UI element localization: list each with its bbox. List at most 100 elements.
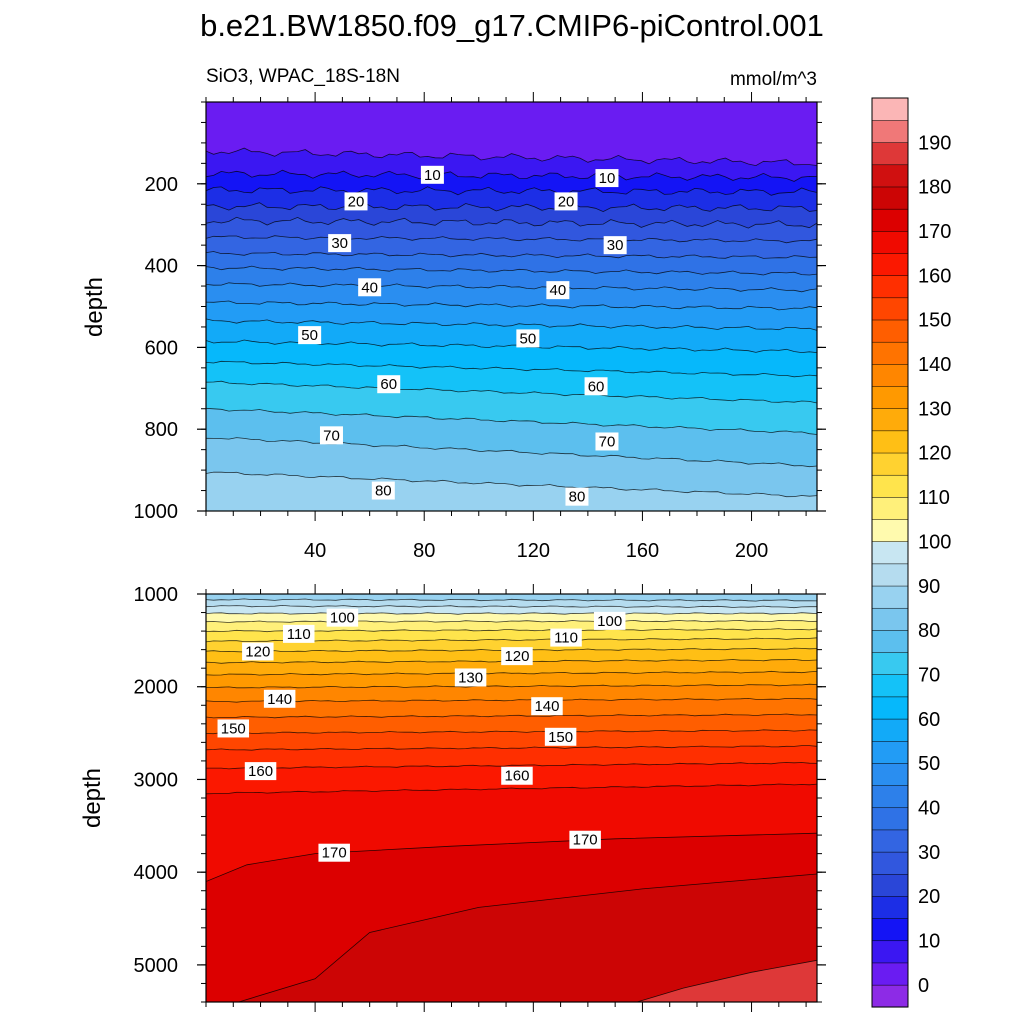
contour-line — [206, 360, 817, 378]
contour-label: 140 — [263, 689, 296, 708]
colorbar-frame — [871, 97, 909, 1008]
contour-label-text: 100 — [330, 610, 355, 627]
contour-label: 10 — [595, 169, 619, 188]
colorbar-tick-label: 120 — [918, 443, 951, 465]
contour-line — [206, 318, 817, 331]
colorbar-tick-label: 170 — [918, 221, 951, 243]
colorbar-swatch — [871, 297, 909, 321]
x-tick-label: 120 — [517, 540, 550, 562]
y-tick-label: 3000 — [134, 769, 179, 791]
colorbar: 0 10 20 30 40 50 60 70 80 90 100 110 120 130 140 150 160… — [871, 97, 951, 1008]
contour-label-text: 140 — [267, 691, 292, 708]
colorbar-tick-label: 60 — [918, 709, 940, 731]
contour-label-text: 30 — [607, 237, 624, 254]
colorbar-swatch — [871, 962, 909, 986]
contour-line — [206, 713, 817, 719]
colorbar-swatch — [871, 385, 909, 409]
contour-line — [206, 251, 817, 259]
contour-label: 50 — [298, 326, 322, 345]
upper-y-axis-label: depth — [81, 277, 108, 337]
contour-line — [206, 202, 817, 213]
y-tick-label: 1000 — [134, 584, 179, 606]
upper-contour-labels: 10 10 20 20 30 30 40 40 50 50 60 60 70 70 80 80 — [298, 165, 627, 506]
contour-label: 100 — [593, 611, 626, 630]
contour-label: 20 — [554, 192, 578, 211]
contour-line — [206, 832, 817, 882]
colorbar-tick-label: 190 — [918, 132, 951, 154]
colorbar-swatch — [871, 940, 909, 964]
contour-label-text: 110 — [287, 626, 311, 643]
upper-axes: 200 400 600 800 1000 40 80 120 160 200 — [134, 92, 826, 562]
x-tick-label: 40 — [304, 540, 326, 562]
contour-label-text: 140 — [534, 698, 559, 715]
upper-panel: 10 10 20 20 30 30 40 40 50 50 60 60 70 70 80 80 200 400 6… — [81, 92, 826, 562]
contour-label: 40 — [358, 278, 382, 297]
colorbar-swatch — [871, 563, 909, 587]
y-tick-label: 5000 — [134, 955, 179, 977]
colorbar-swatch — [871, 629, 909, 653]
colorbar-swatch — [871, 142, 909, 166]
colorbar-tick-label: 80 — [918, 620, 940, 642]
contour-line — [206, 762, 817, 770]
contour-label: 100 — [326, 608, 359, 627]
y-tick-label: 1000 — [134, 501, 179, 523]
contour-label: 30 — [603, 236, 627, 255]
contour-line — [206, 729, 817, 735]
colorbar-swatch — [871, 119, 909, 143]
colorbar-swatch — [871, 585, 909, 609]
colorbar-swatch — [871, 452, 909, 476]
contour-line — [206, 604, 817, 609]
contour-line — [206, 697, 817, 703]
contour-line — [206, 670, 817, 676]
colorbar-swatch — [871, 740, 909, 764]
colorbar-swatch — [871, 652, 909, 675]
x-tick-label: 160 — [626, 540, 659, 562]
colorbar-swatch — [871, 496, 909, 520]
colorbar-swatch — [871, 607, 909, 631]
contour-label-text: 110 — [554, 630, 578, 647]
contour-label: 160 — [244, 762, 277, 781]
contour-label: 60 — [377, 375, 401, 394]
colorbar-tick-label: 70 — [918, 664, 940, 686]
colorbar-tick-label: 140 — [918, 354, 951, 376]
colorbar-swatch — [871, 164, 909, 188]
contour-label: 20 — [344, 192, 368, 211]
contour-label: 160 — [501, 766, 533, 785]
contour-label: 10 — [420, 165, 444, 184]
contour-label: 120 — [242, 642, 274, 661]
colorbar-swatch — [871, 851, 909, 875]
colorbar-swatch — [871, 430, 909, 454]
contour-label: 80 — [565, 487, 589, 506]
contour-line — [206, 619, 817, 623]
colorbar-tick-label: 160 — [918, 265, 951, 287]
lower-contour-fills — [206, 594, 817, 1002]
contour-label-text: 30 — [331, 235, 348, 252]
contour-label: 150 — [544, 727, 577, 746]
y-tick-label: 200 — [145, 174, 178, 196]
contour-label: 50 — [516, 329, 540, 348]
colorbar-swatch — [871, 341, 909, 365]
lower-y-axis-label: depth — [79, 768, 106, 828]
colorbar-tick-label: 40 — [918, 797, 940, 819]
colorbar-swatch — [871, 408, 909, 432]
contour-line — [206, 380, 817, 404]
contour-label-text: 130 — [458, 669, 483, 686]
colorbar-tick-label: 30 — [918, 842, 940, 864]
colorbar-tick-label: 50 — [918, 753, 940, 775]
contour-label-text: 70 — [323, 427, 340, 444]
colorbar-swatch — [871, 984, 909, 1008]
colorbar-swatch — [871, 186, 909, 210]
colorbar-tick-label: 110 — [918, 487, 950, 509]
contour-label-text: 170 — [322, 845, 347, 862]
contour-label: 140 — [531, 697, 563, 716]
upper-contour-lines — [206, 147, 817, 498]
colorbar-swatch — [871, 918, 909, 942]
contour-label-text: 160 — [248, 763, 273, 780]
contour-line — [206, 683, 817, 689]
colorbar-swatch — [871, 97, 909, 121]
contour-band — [238, 874, 817, 1002]
contour-label: 60 — [584, 377, 608, 396]
y-tick-label: 600 — [145, 337, 178, 359]
